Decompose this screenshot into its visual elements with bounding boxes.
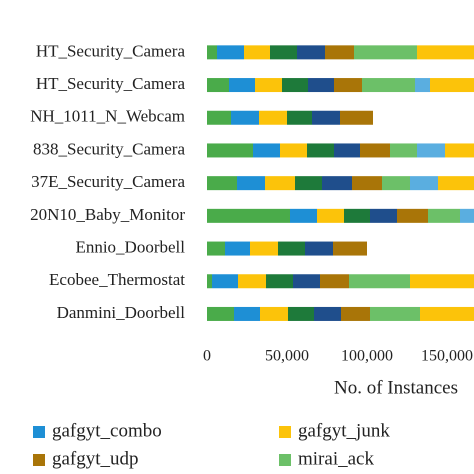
y-tick-label: 838_Security_Camera xyxy=(33,139,185,158)
bar-segment xyxy=(382,176,410,191)
bar-segment xyxy=(397,208,428,223)
bar-segment xyxy=(229,78,255,93)
bar-segment xyxy=(260,306,288,321)
bar-segment xyxy=(212,274,238,289)
y-tick-label: Ecobee_Thermostat xyxy=(49,270,185,289)
x-tick-label: 0 xyxy=(203,348,211,365)
y-tick-label: HT_Security_Camera xyxy=(36,41,186,60)
y-tick-label: 37E_Security_Camera xyxy=(31,172,185,191)
bar-segment xyxy=(287,110,312,125)
bar-segment xyxy=(244,45,270,60)
bar-segment xyxy=(354,45,417,60)
bar-segment xyxy=(340,110,373,125)
legend-label: gafgyt_junk xyxy=(298,420,390,441)
bar-segment xyxy=(417,45,474,60)
bar-segment xyxy=(410,274,474,289)
bar-segment xyxy=(207,45,217,60)
bar-segment xyxy=(207,78,229,93)
bar-segment xyxy=(207,274,212,289)
bar-segment xyxy=(445,143,474,158)
bar-segment xyxy=(295,176,322,191)
y-tick-label: Danmini_Doorbell xyxy=(57,303,186,322)
bar-segment xyxy=(305,241,333,256)
bar-segment xyxy=(341,306,370,321)
bar-segment xyxy=(390,143,417,158)
x-tick-label: 100,000 xyxy=(341,348,393,365)
bar-segment xyxy=(370,306,420,321)
bar-segment xyxy=(282,78,308,93)
bar-segment xyxy=(317,208,344,223)
y-tick-label: HT_Security_Camera xyxy=(36,74,186,93)
bar-segment xyxy=(207,110,231,125)
bar-segment xyxy=(344,208,370,223)
bar-segment xyxy=(266,274,293,289)
legend-label: gafgyt_udp xyxy=(52,448,139,469)
bar-segment xyxy=(207,208,290,223)
bar-segment xyxy=(410,176,438,191)
bar-segment xyxy=(438,176,474,191)
bar-segment xyxy=(334,143,360,158)
x-tick-label: 150,000 xyxy=(421,348,473,365)
y-tick-label: NH_1011_N_Webcam xyxy=(30,107,185,126)
bar-segment xyxy=(207,143,253,158)
legend-swatch xyxy=(33,454,45,466)
bar-segment xyxy=(238,274,266,289)
legend-swatch xyxy=(279,454,291,466)
bar-segment xyxy=(250,241,278,256)
bar-segment xyxy=(207,306,234,321)
bar-segment xyxy=(225,241,250,256)
y-tick-label: 20N10_Baby_Monitor xyxy=(30,205,185,224)
bar-segment xyxy=(460,208,474,223)
x-tick-label: 50,000 xyxy=(265,348,309,365)
bar-segment xyxy=(322,176,352,191)
bar-segment xyxy=(297,45,325,60)
bar-segment xyxy=(325,45,354,60)
bar-segment xyxy=(290,208,317,223)
bar-segment xyxy=(415,78,430,93)
bar-segment xyxy=(217,45,244,60)
bar-segment xyxy=(352,176,382,191)
bar-segment xyxy=(308,78,334,93)
bar-segment xyxy=(293,274,320,289)
bar-segment xyxy=(312,110,340,125)
bar-segment xyxy=(320,274,349,289)
bar-segment xyxy=(288,306,314,321)
bar-segment xyxy=(280,143,307,158)
bar-segment xyxy=(428,208,460,223)
bar-segment xyxy=(417,143,445,158)
bar-segment xyxy=(362,78,415,93)
bar-segment xyxy=(255,78,282,93)
bar-segment xyxy=(278,241,305,256)
bar-segment xyxy=(231,110,259,125)
bar-segment xyxy=(360,143,390,158)
bar-segment xyxy=(430,78,474,93)
legend-swatch xyxy=(33,426,45,438)
bar-segment xyxy=(253,143,280,158)
bar-segment xyxy=(333,241,367,256)
y-tick-label: Ennio_Doorbell xyxy=(75,237,185,256)
bar-segment xyxy=(237,176,265,191)
bar-segment xyxy=(270,45,297,60)
bar-segment xyxy=(349,274,410,289)
bar-segment xyxy=(334,78,362,93)
bar-segment xyxy=(207,241,225,256)
legend-swatch xyxy=(279,426,291,438)
legend-label: gafgyt_combo xyxy=(52,420,162,441)
legend-label: mirai_ack xyxy=(298,448,374,469)
bar-segment xyxy=(259,110,287,125)
bar-segment xyxy=(420,306,474,321)
bar-segment xyxy=(234,306,260,321)
x-axis-label: No. of Instances xyxy=(334,377,458,398)
bar-segment xyxy=(265,176,295,191)
bar-segment xyxy=(207,176,237,191)
bar-segment xyxy=(314,306,341,321)
bar-segment xyxy=(307,143,334,158)
bar-segment xyxy=(370,208,397,223)
